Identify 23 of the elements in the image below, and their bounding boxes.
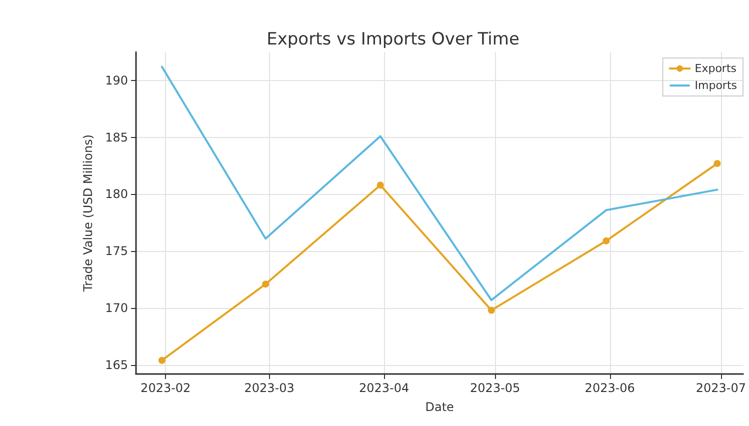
legend-label: Exports [694,62,737,75]
y-tick-label: 190 [105,73,128,88]
y-axis-title: Trade Value (USD Millions) [81,134,96,293]
point [376,182,384,189]
y-tick-label: 170 [105,301,128,316]
x-tick-label: 2023-04 [358,381,410,395]
x-tick-label: 2023-07 [696,381,746,395]
y-tick-label: 180 [105,187,128,202]
x-tick-label: 2023-05 [470,381,520,395]
chart-title: Exports vs Imports Over Time [266,30,520,50]
point [602,237,610,244]
x-axis-title: Date [425,400,454,414]
point [158,356,166,364]
point [488,306,495,314]
y-tick-label: 165 [105,358,128,372]
x-tick-label: 2023-03 [244,381,294,395]
x-tick-label: 2023-02 [140,381,191,395]
y-tick-label: 175 [105,244,128,258]
point [714,160,721,168]
x-tick-label: 2023-06 [584,381,635,395]
point [262,280,270,288]
legend-label: Imports [694,79,738,92]
y-tick-label: 185 [105,130,128,144]
